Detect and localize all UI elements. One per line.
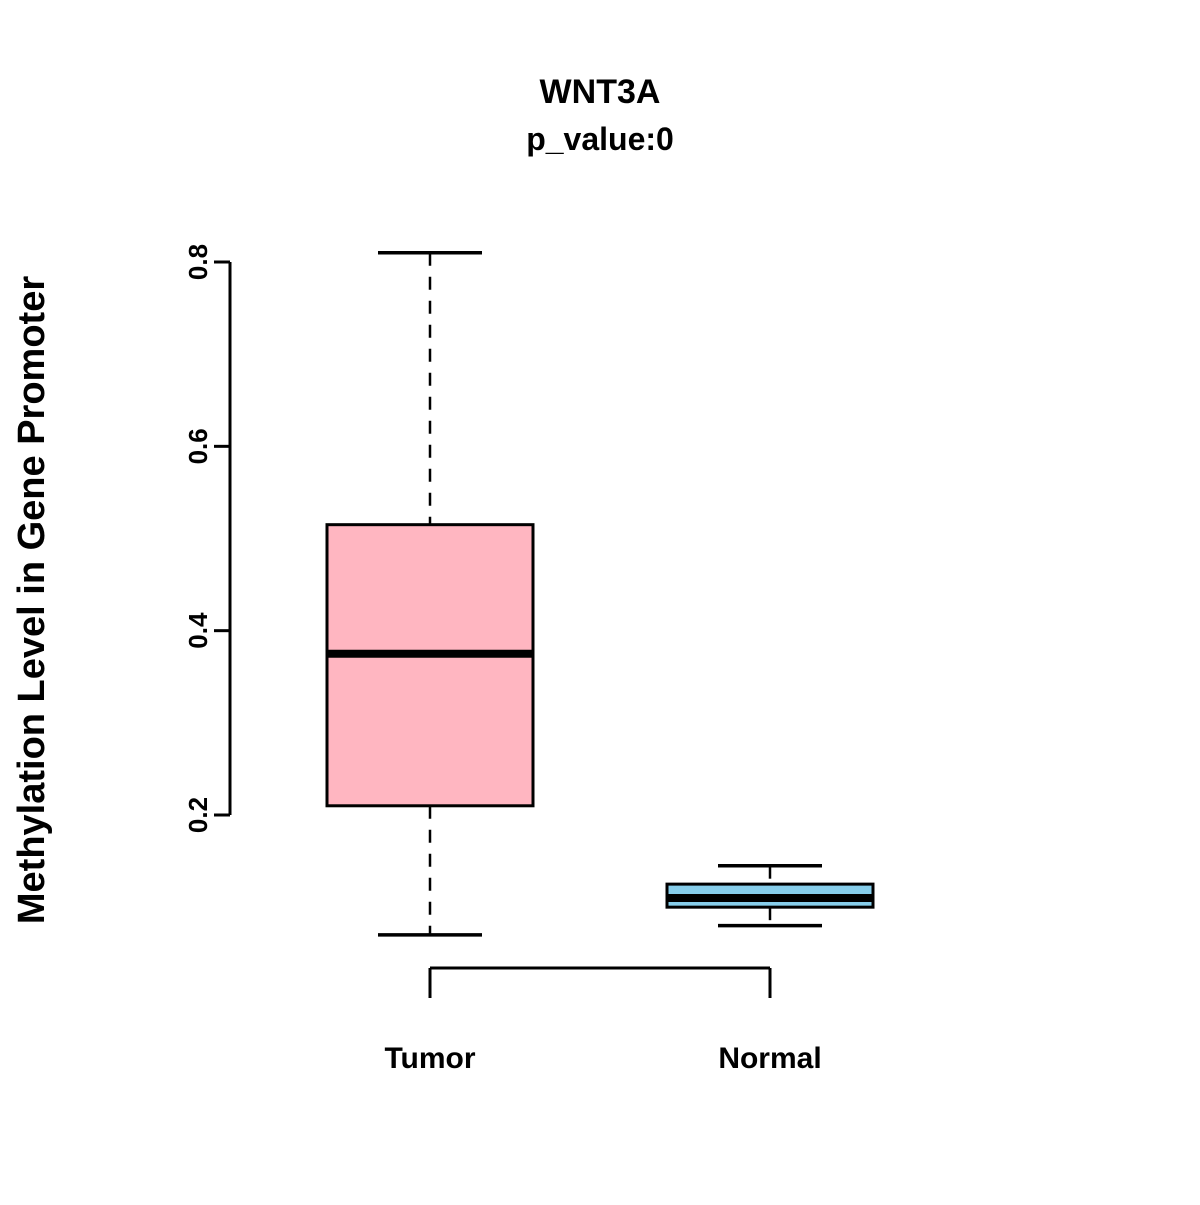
y-axis-tick-label: 0.8: [183, 244, 213, 280]
y-axis-tick-label: 0.2: [183, 797, 213, 833]
box-normal: [665, 863, 875, 928]
box-tumor: [325, 251, 535, 937]
x-axis: Tumor Normal: [384, 966, 822, 1075]
iqr-box: [325, 523, 535, 808]
boxes: [325, 251, 875, 937]
y-axis-tick-label: 0.6: [183, 428, 213, 464]
y-axis-title: Methylation Level in Gene Promoter: [11, 276, 53, 924]
chart-subtitle: p_value:0: [526, 121, 674, 157]
chart-title: WNT3A: [540, 73, 661, 111]
y-axis-tick-label: 0.4: [183, 612, 213, 649]
y-axis: 0.2 0.4 0.6 0.8: [183, 244, 232, 833]
x-axis-category-label: Normal: [718, 1042, 821, 1075]
x-axis-category-label: Tumor: [384, 1042, 475, 1075]
